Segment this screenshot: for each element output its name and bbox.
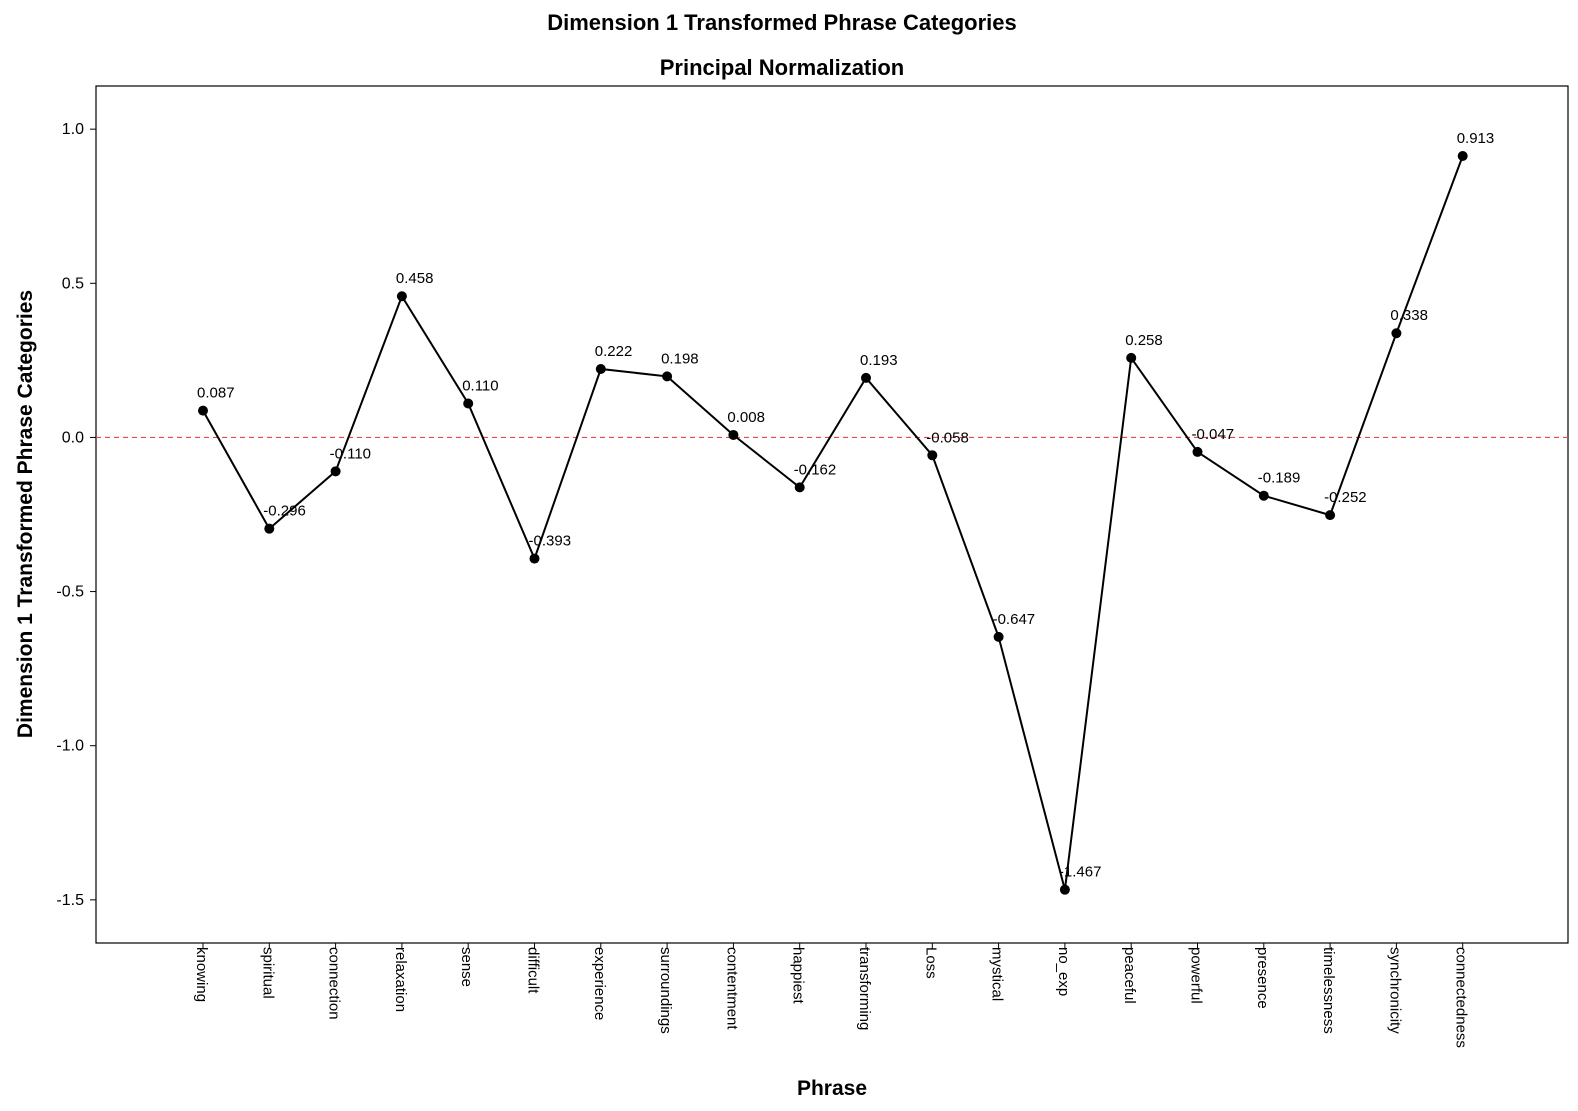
data-point: [1391, 328, 1401, 338]
x-tick-label: peaceful: [1121, 947, 1138, 1004]
data-label: -0.162: [794, 461, 837, 478]
data-point: [596, 364, 606, 374]
x-tick-label: spiritual: [259, 947, 276, 999]
data-label: 0.193: [860, 352, 898, 369]
plot-frame: [96, 86, 1568, 943]
x-tick-label: surroundings: [657, 947, 674, 1034]
x-tick-label: contentment: [723, 947, 740, 1030]
x-tick-label: relaxation: [392, 947, 409, 1012]
x-tick-label: connectedness: [1453, 947, 1470, 1048]
x-tick-label: Loss: [922, 947, 939, 979]
x-tick-label: transforming: [856, 947, 873, 1030]
data-label: 0.087: [197, 385, 235, 402]
data-label: -0.058: [926, 429, 969, 446]
data-point: [463, 399, 473, 409]
data-label: -0.393: [529, 533, 572, 550]
x-tick-label: happiest: [790, 947, 807, 1005]
data-label: 0.338: [1390, 307, 1428, 324]
data-label: -0.110: [330, 445, 371, 462]
y-tick-label: 0.5: [62, 275, 84, 292]
data-label: 0.008: [727, 409, 765, 426]
y-tick-label: -1.5: [56, 892, 84, 909]
data-point: [927, 450, 937, 460]
data-point: [795, 482, 805, 492]
x-tick-label: synchronicity: [1386, 947, 1403, 1034]
data-point: [728, 430, 738, 440]
series-line: [203, 156, 1463, 890]
x-tick-label: mystical: [989, 947, 1006, 1001]
x-tick-label: no_exp: [1055, 947, 1072, 996]
data-point: [662, 371, 672, 381]
data-point: [1193, 447, 1203, 457]
data-point: [1458, 151, 1468, 161]
data-label: 0.258: [1125, 332, 1163, 349]
x-tick-label: difficult: [525, 947, 542, 994]
data-point: [994, 632, 1004, 642]
y-axis-title: Dimension 1 Transformed Phrase Categorie…: [14, 290, 37, 738]
data-point: [331, 466, 341, 476]
y-tick-label: 0.0: [62, 429, 84, 446]
data-point: [1126, 353, 1136, 363]
x-tick-label: knowing: [193, 947, 210, 1002]
data-point: [397, 291, 407, 301]
x-axis-ticks: knowing spiritual connection relaxation sens…: [193, 943, 1470, 1048]
data-label: -0.647: [993, 611, 1036, 628]
data-point: [198, 406, 208, 416]
data-label: -0.252: [1324, 489, 1367, 506]
x-axis-title: Phrase: [797, 1077, 867, 1100]
data-label: -0.189: [1258, 470, 1301, 487]
y-tick-label: -1.0: [56, 738, 84, 755]
x-tick-label: sense: [458, 947, 475, 987]
chart-subtitle: Principal Normalization: [660, 55, 905, 80]
data-point: [530, 554, 540, 564]
data-markers: [198, 151, 1468, 895]
data-label: 0.458: [396, 270, 434, 287]
x-tick-label: powerful: [1188, 947, 1205, 1004]
data-label: -0.296: [263, 503, 306, 520]
y-tick-label: 1.0: [62, 121, 84, 138]
x-tick-label: presence: [1254, 947, 1271, 1009]
data-point: [861, 373, 871, 383]
chart-title: Dimension 1 Transformed Phrase Categorie…: [547, 10, 1017, 35]
y-axis-ticks: 1.0 0.5 0.0 -0.5 -1.0 -1.5: [56, 121, 96, 909]
data-label: 0.198: [661, 350, 699, 367]
x-tick-label: timelessness: [1320, 947, 1337, 1034]
y-tick-label: -0.5: [56, 584, 84, 601]
data-point: [1060, 885, 1070, 895]
data-label: -0.047: [1192, 426, 1235, 443]
data-point: [1325, 510, 1335, 520]
x-tick-label: connection: [326, 947, 343, 1020]
data-label: 0.222: [595, 343, 633, 360]
data-point: [264, 524, 274, 534]
x-tick-label: experience: [591, 947, 608, 1020]
data-label: 0.913: [1457, 130, 1495, 147]
data-label: -1.467: [1059, 864, 1102, 881]
data-label: 0.110: [462, 378, 498, 395]
data-point: [1259, 491, 1269, 501]
